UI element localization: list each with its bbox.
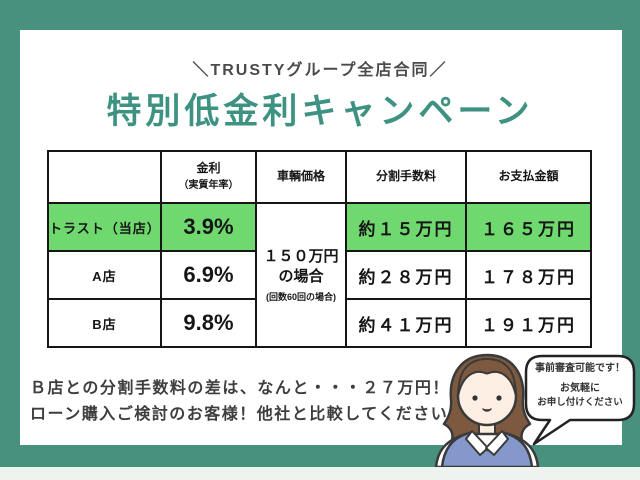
- price-note: (回数60回の場合): [265, 291, 336, 302]
- price-line2: の場合: [278, 268, 324, 286]
- cell-vehicle-price: １５０万円 の場合 (回数60回の場合): [255, 202, 347, 348]
- cell-store-b: B店: [47, 298, 162, 348]
- speech-bubble-shape: [524, 354, 636, 446]
- bubble-line3: お申し付けください: [537, 397, 623, 408]
- footer-line1: Ｂ店との分割手数料の差は、なんと・・・２７万円！: [30, 380, 450, 397]
- bubble-line2: お気軽に: [560, 383, 600, 394]
- cell-total-b: １９１万円: [465, 298, 592, 348]
- cell-rate-b: 9.8%: [160, 298, 257, 348]
- rate-comparison-table: 金利 （実質年率） 車輌価格 分割手数料 お支払金額 トラスト（当店） 3.9%…: [47, 150, 592, 348]
- cell-rate-trust: 3.9%: [160, 202, 257, 252]
- cell-fee-b: 約４１万円: [345, 298, 467, 348]
- cell-fee-a: 約２８万円: [345, 250, 467, 300]
- receptionist-woman-icon: [434, 353, 540, 467]
- speech-bubble-text: 事前審査可能です！ お気軽に お申し付けください: [524, 362, 636, 410]
- cell-total-a: １７８万円: [465, 250, 592, 300]
- header-price: 車輌価格: [255, 150, 347, 204]
- header-fee: 分割手数料: [345, 150, 467, 204]
- speech-bubble: 事前審査可能です！ お気軽に お申し付けください: [524, 354, 636, 446]
- cell-store-a: A店: [47, 250, 162, 300]
- cell-total-trust: １６５万円: [465, 202, 592, 252]
- table-header-row: 金利 （実質年率） 車輌価格 分割手数料 お支払金額: [47, 150, 592, 204]
- header-store: [47, 150, 162, 204]
- cell-fee-trust: 約１５万円: [345, 202, 467, 252]
- campaign-title: 特別低金利キャンペーン: [106, 92, 534, 131]
- header-rate-line2: （実質年率）: [178, 180, 239, 191]
- footer-message: Ｂ店との分割手数料の差は、なんと・・・２７万円！ ローン購入ご検討のお客様！他社…: [30, 376, 466, 428]
- header-rate: 金利 （実質年率）: [160, 150, 257, 204]
- table-row-store-a: A店 6.9% 約２８万円 １７８万円: [47, 250, 592, 300]
- receptionist-illustration: [428, 347, 546, 467]
- cell-rate-a: 6.9%: [160, 250, 257, 300]
- table-row-trust: トラスト（当店） 3.9% １５０万円 の場合 (回数60回の場合) 約１５万円…: [47, 202, 592, 348]
- header-total: お支払金額: [465, 150, 592, 204]
- header-rate-line1: 金利: [196, 161, 221, 176]
- cell-store-trust: トラスト（当店）: [47, 202, 162, 252]
- price-line1: １５０万円: [263, 248, 339, 266]
- table-row-store-b: B店 9.8% 約４１万円 １９１万円: [47, 298, 592, 348]
- group-slogan: ＼TRUSTYグループ全店合同／: [192, 62, 448, 79]
- footer-line2: ローン購入ご検討のお客様！他社と比較してください！: [30, 406, 466, 423]
- bubble-line1: 事前審査可能です！: [535, 363, 625, 374]
